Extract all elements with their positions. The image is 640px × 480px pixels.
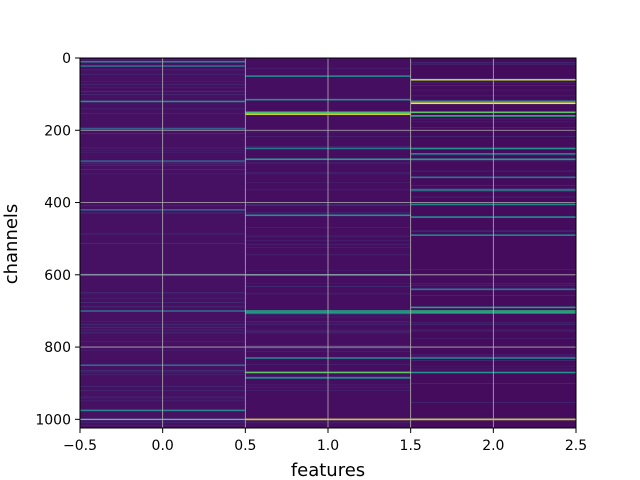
y-tick-label: 200 (44, 123, 71, 139)
x-tick-label: 2.0 (482, 438, 504, 454)
x-tick-label: 1.5 (400, 438, 422, 454)
y-tick-label: 0 (62, 51, 71, 67)
x-tick-label: 2.5 (565, 438, 587, 454)
y-tick-label: 400 (44, 196, 71, 212)
y-axis-label: channels (1, 204, 22, 285)
x-tick-label: 1.0 (317, 438, 339, 454)
x-axis: −0.5 0.0 0.5 1.0 1.5 2.0 2.5 (63, 428, 587, 454)
x-axis-label: features (291, 460, 365, 480)
y-tick-label: 600 (44, 268, 71, 284)
y-tick-label: 800 (44, 340, 71, 356)
y-axis: 0 200 400 600 800 1000 (35, 51, 80, 428)
x-tick-label: −0.5 (63, 438, 97, 454)
x-tick-label: 0.0 (152, 438, 174, 454)
x-tick-label: 0.5 (234, 438, 256, 454)
y-tick-label: 1000 (35, 412, 71, 428)
